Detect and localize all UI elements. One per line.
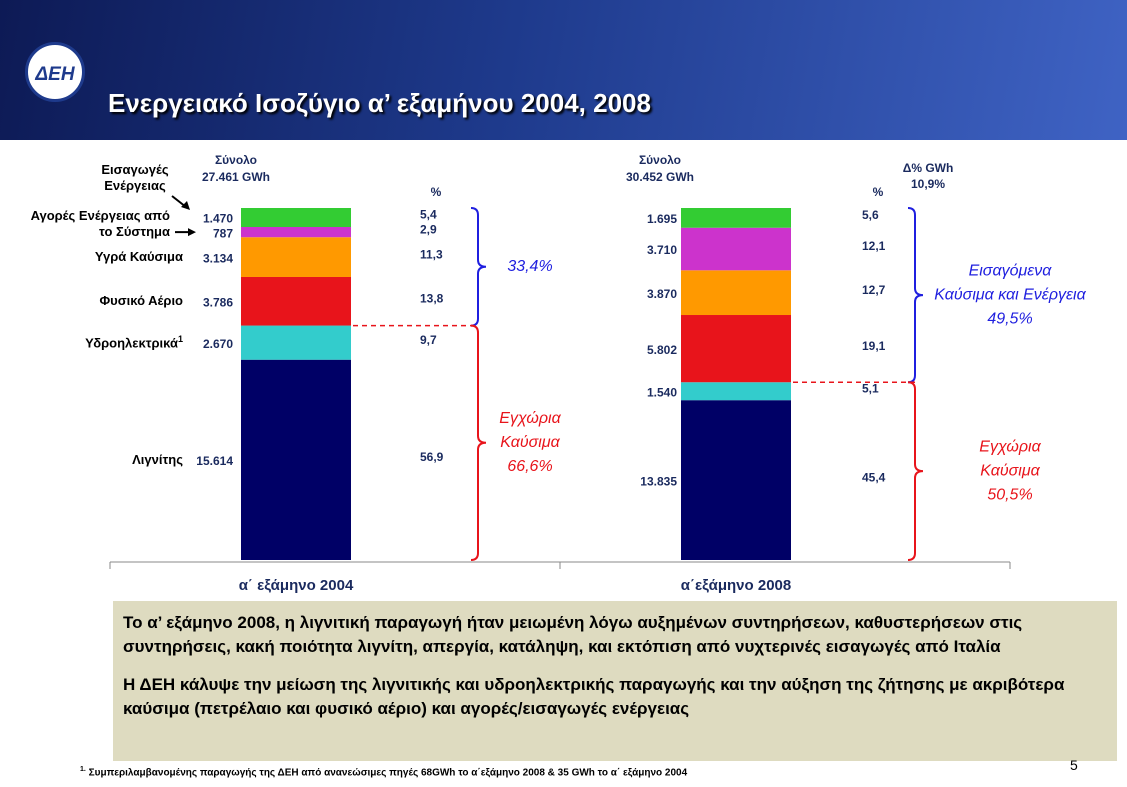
footnote-text: Συμπεριλαμβανομένης παραγωγής της ΔΕΗ απ… xyxy=(88,767,688,779)
arrow-head xyxy=(188,228,196,237)
value-label: 5.802 xyxy=(647,343,677,357)
bracket-label: 49,5% xyxy=(987,310,1032,327)
percent-header: % xyxy=(431,185,442,199)
bar-segment xyxy=(681,382,791,401)
bracket-label: Καύσιμα xyxy=(980,462,1040,479)
bracket-label: Καύσιμα xyxy=(500,434,560,451)
bracket-label: Εγχώρια xyxy=(979,438,1041,455)
bracket-label: 50,5% xyxy=(987,486,1032,503)
series-name: Φυσικό Αέριο xyxy=(99,293,183,309)
value-label: 3.134 xyxy=(203,251,233,265)
value-label: 3.870 xyxy=(647,287,677,301)
bar-segment xyxy=(241,237,351,277)
percent-label: 13,8 xyxy=(420,291,444,305)
percent-label: 19,1 xyxy=(862,339,886,353)
category-label: α΄ εξάμηνο 2004 xyxy=(239,577,354,594)
percent-label: 12,7 xyxy=(862,283,886,297)
value-label: 15.614 xyxy=(196,454,233,468)
bar-segment xyxy=(681,208,791,228)
percent-label: 11,3 xyxy=(420,247,443,261)
value-label: 1.540 xyxy=(647,385,677,399)
bracket-label: Εισαγόμενα xyxy=(969,262,1053,279)
value-label: 1.695 xyxy=(647,212,677,226)
total-label: Σύνολο xyxy=(639,153,681,167)
value-label: 2.670 xyxy=(203,337,233,351)
bar-segment xyxy=(681,270,791,316)
bracket-label: 66,6% xyxy=(507,458,552,475)
percent-label: 5,1 xyxy=(862,381,879,395)
note: Η ΔΕΗ κάλυψε την μείωση της λιγνιτικής κ… xyxy=(123,675,1065,718)
chart: 15.614 56,9 2.670 9,7 3.786 13,8 3.134 11,3 787 2… xyxy=(109,153,1087,594)
bar-segment xyxy=(241,325,351,360)
total-value: 27.461 GWh xyxy=(202,170,270,184)
percent-header: % xyxy=(873,185,884,199)
series-name: Αγορές Ενέργειας από το Σύστημα xyxy=(30,208,170,240)
bracket-label: Εγχώρια xyxy=(499,410,561,427)
value-label: 787 xyxy=(213,226,233,240)
value-label: 13.835 xyxy=(640,474,677,488)
bar-segment xyxy=(681,315,791,383)
arrow-head xyxy=(181,201,190,210)
value-label: 1.470 xyxy=(203,212,233,226)
percent-label: 9,7 xyxy=(420,333,437,347)
note: Το α’ εξάμηνο 2008, η λιγνιτική παραγωγή… xyxy=(123,613,1023,656)
percent-label: 56,9 xyxy=(420,450,444,464)
category-label: α΄εξάμηνο 2008 xyxy=(681,577,791,594)
bracket-label: Καύσιμα και Ενέργεια xyxy=(934,286,1086,303)
percent-label: 45,4 xyxy=(862,470,886,484)
notes-box: Το α’ εξάμηνο 2008, η λιγνιτική παραγωγή… xyxy=(113,601,1117,761)
bar-segment xyxy=(241,359,351,560)
series-name: Λιγνίτης xyxy=(132,451,183,467)
imported-bracket xyxy=(907,207,924,384)
series-name: Εισαγωγές Ενέργειας xyxy=(101,162,169,193)
footnote-mark: 1 xyxy=(177,333,183,344)
percent-label: 5,4 xyxy=(420,208,437,222)
bar-segment xyxy=(681,227,791,271)
footnote-marker: 1. xyxy=(80,766,86,773)
percent-label: 2,9 xyxy=(420,222,437,236)
domestic-bracket xyxy=(470,324,487,561)
percent-label: 12,1 xyxy=(862,239,886,253)
bar-segment xyxy=(681,400,791,560)
bar-segment xyxy=(241,276,351,326)
header: ΔΕΗ Ενεργειακό Ισοζύγιο α’ εξαμήνου 2004… xyxy=(0,0,1127,140)
bar-segment xyxy=(241,227,351,238)
change-label: Δ% GWh xyxy=(903,161,954,175)
series-name: Υγρά Καύσιμα xyxy=(94,249,183,265)
domestic-bracket xyxy=(907,381,924,561)
value-label: 3.786 xyxy=(203,295,233,309)
series-name: Υδροηλεκτρικά1 xyxy=(85,333,183,350)
value-label: 3.710 xyxy=(647,243,677,257)
bar-segment xyxy=(241,208,351,228)
page-number: 5 xyxy=(1070,757,1078,773)
total-label: Σύνολο xyxy=(215,153,257,167)
bracket-label: 33,4% xyxy=(507,258,552,275)
slide-title: Ενεργειακό Ισοζύγιο α’ εξαμήνου 2004, 20… xyxy=(108,88,651,118)
total-value: 30.452 GWh xyxy=(626,170,694,184)
imported-bracket xyxy=(470,207,487,327)
percent-label: 5,6 xyxy=(862,208,879,222)
logo: ΔΕΗ xyxy=(25,42,85,102)
change-value: 10,9% xyxy=(911,177,945,191)
footnote: 1. Συμπεριλαμβανομένης παραγωγής της ΔΕΗ… xyxy=(80,766,687,778)
